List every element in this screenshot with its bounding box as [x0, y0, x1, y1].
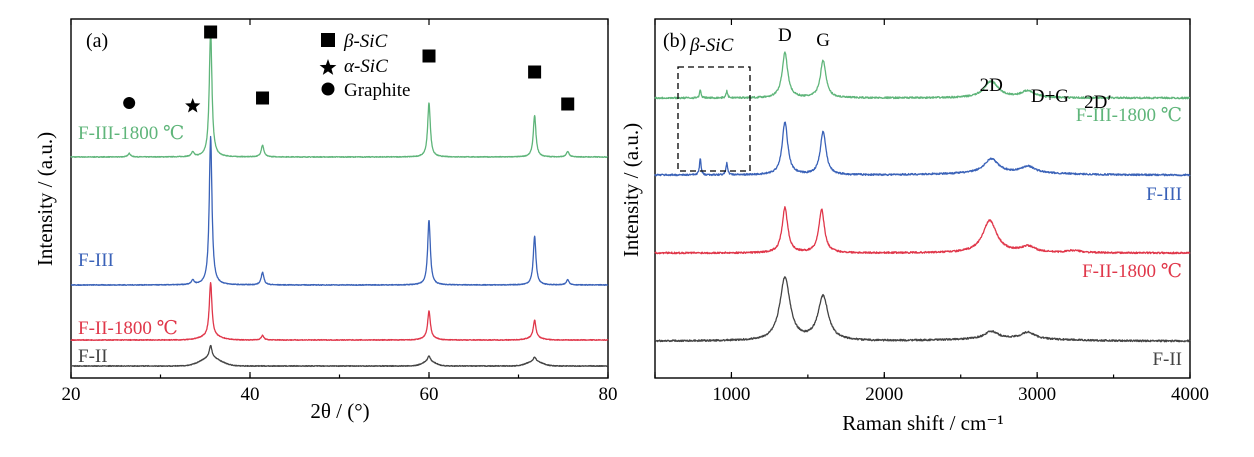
- legend-graphite-label: Graphite: [344, 80, 410, 101]
- x-tick-label: 40: [241, 384, 260, 405]
- peak-label-2d: 2D′: [1084, 92, 1111, 113]
- trace-f-ii-1800: [70, 281, 609, 341]
- x-tick-label: 4000: [1171, 384, 1209, 405]
- panel-a-series-label-f-ii-1800: F-II-1800 ℃: [78, 318, 178, 339]
- panel-b-x-ticks: 1000 2000 3000 4000: [654, 19, 1209, 405]
- panel-a-x-ticks: 20 40 60 80: [62, 19, 618, 405]
- legend-beta-sic-label: β-SiC: [343, 31, 388, 52]
- panel-a-traces: [70, 30, 609, 368]
- trace-f-iii: [70, 135, 609, 286]
- panel-b-series-label-f-ii-1800: F-II-1800 ℃: [1082, 261, 1182, 282]
- panel-b-series-label-f-ii: F-II: [1152, 349, 1182, 370]
- legend-circle-icon: [321, 82, 335, 96]
- peak-label-d-g: D+G: [1031, 86, 1069, 107]
- x-tick-label: 60: [420, 384, 439, 405]
- panel-a-series-label-f-iii-1800: F-III-1800 ℃: [78, 123, 184, 144]
- panel-b-series-label-f-iii: F-III: [1146, 184, 1182, 205]
- beta-sic-marker-square-icon: [561, 97, 575, 111]
- panel-a-x-axis-label: 2θ / (°): [310, 399, 369, 423]
- trace-f-ii-1800: [654, 206, 1191, 255]
- x-tick-label: 2000: [865, 384, 903, 405]
- legend-star-icon: [319, 59, 337, 75]
- trace-f-iii-1800: [654, 51, 1191, 100]
- beta-sic-marker-square-icon: [256, 91, 270, 105]
- legend-square-icon: [321, 33, 335, 47]
- alpha-sic-marker-star-icon: [185, 98, 201, 113]
- x-tick-label: 80: [599, 384, 618, 405]
- x-tick-label: 1000: [712, 384, 750, 405]
- panel-a-series-label-f-ii: F-II: [78, 346, 108, 367]
- peak-label-d: D: [778, 25, 792, 46]
- panel-b-plot-frame: [654, 18, 1191, 379]
- panel-a-y-axis-label: Intensity / (a.u.): [33, 132, 57, 266]
- trace-f-iii: [654, 121, 1191, 177]
- panel-a-legend: β-SiC α-SiC Graphite: [319, 31, 410, 101]
- graphite-marker-circle-icon: [123, 97, 136, 109]
- panel-b-y-axis-label: Intensity / (a.u.): [619, 123, 643, 257]
- panel-b-label: (b): [663, 30, 686, 52]
- panel-a-label: (a): [86, 30, 108, 52]
- panel-a-xrd-chart: 20 40 60 80 (a) β-SiC α-SiC Graphite F-III-…: [33, 18, 618, 423]
- legend-alpha-sic-label: α-SiC: [344, 56, 388, 77]
- panel-a-series-label-f-iii: F-III: [78, 250, 114, 271]
- panel-b-series-label-f-iii-1800: F-III-1800 ℃: [1076, 105, 1182, 126]
- peak-label-g: G: [816, 30, 830, 51]
- panel-b-raman-chart: 1000 2000 3000 4000 (b) β-SiC D G 2D D+G 2D′ F-…: [619, 18, 1209, 435]
- x-tick-label: 20: [62, 384, 81, 405]
- trace-f-ii: [70, 344, 609, 368]
- panel-b-peak-labels: D G 2D D+G 2D′: [778, 25, 1111, 113]
- beta-sic-marker-square-icon: [528, 65, 542, 79]
- trace-f-ii: [654, 276, 1191, 343]
- panel-a-phase-markers: [123, 25, 575, 113]
- panel-b-traces: [654, 51, 1191, 343]
- trace-f-iii-1800: [70, 30, 609, 158]
- beta-sic-marker-square-icon: [204, 25, 218, 39]
- panel-b-box-label: β-SiC: [689, 35, 734, 56]
- panel-b-x-axis-label: Raman shift / cm⁻¹: [842, 411, 1003, 435]
- beta-sic-marker-square-icon: [422, 49, 436, 63]
- peak-label-2d: 2D: [980, 75, 1003, 96]
- panel-b-sic-highlight-box: [677, 66, 751, 172]
- x-tick-label: 3000: [1018, 384, 1056, 405]
